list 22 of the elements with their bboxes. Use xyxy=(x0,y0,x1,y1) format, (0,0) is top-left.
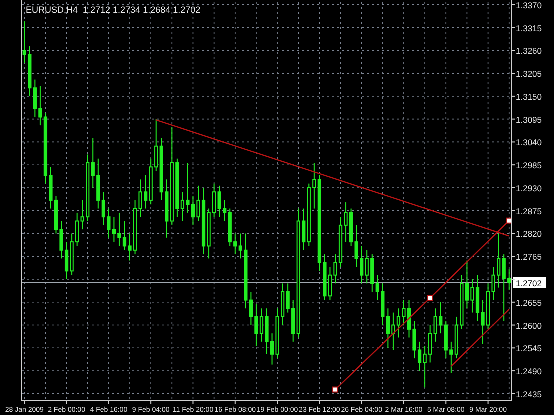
y-tick-label: 1.2490 xyxy=(516,366,542,377)
y-tick-label: 1.2765 xyxy=(516,252,542,262)
point xyxy=(427,295,434,302)
y-tick-label: 1.2985 xyxy=(516,160,542,171)
y-tick-label: 1.3315 xyxy=(516,23,542,34)
y-tick-label: 1.3040 xyxy=(516,138,542,148)
y-tick-label: 1.3370 xyxy=(516,0,542,10)
y-tick-label: 1.2930 xyxy=(516,183,542,194)
y-tick-label: 1.3150 xyxy=(516,92,542,102)
point xyxy=(332,386,338,393)
chart-title: EURUSD,H4 1.2712 1.2734 1.2684 1.2702 xyxy=(26,5,201,15)
point xyxy=(506,218,512,224)
y-tick-label: 1.2435 xyxy=(516,389,542,400)
y-tick-label: 1.2820 xyxy=(516,229,542,240)
y-tick-label: 1.2600 xyxy=(516,320,542,331)
y-tick-label: 1.2655 xyxy=(516,298,542,308)
y-tick-label: 1.2545 xyxy=(516,344,542,354)
y-tick-label: 1.3260 xyxy=(516,46,542,56)
y-tick-label: 1.3095 xyxy=(516,114,542,125)
ref-line-label: 1.2702 xyxy=(516,278,542,288)
y-tick-label: 1.2875 xyxy=(516,206,542,216)
y-tick-label: 1.3205 xyxy=(516,69,542,80)
